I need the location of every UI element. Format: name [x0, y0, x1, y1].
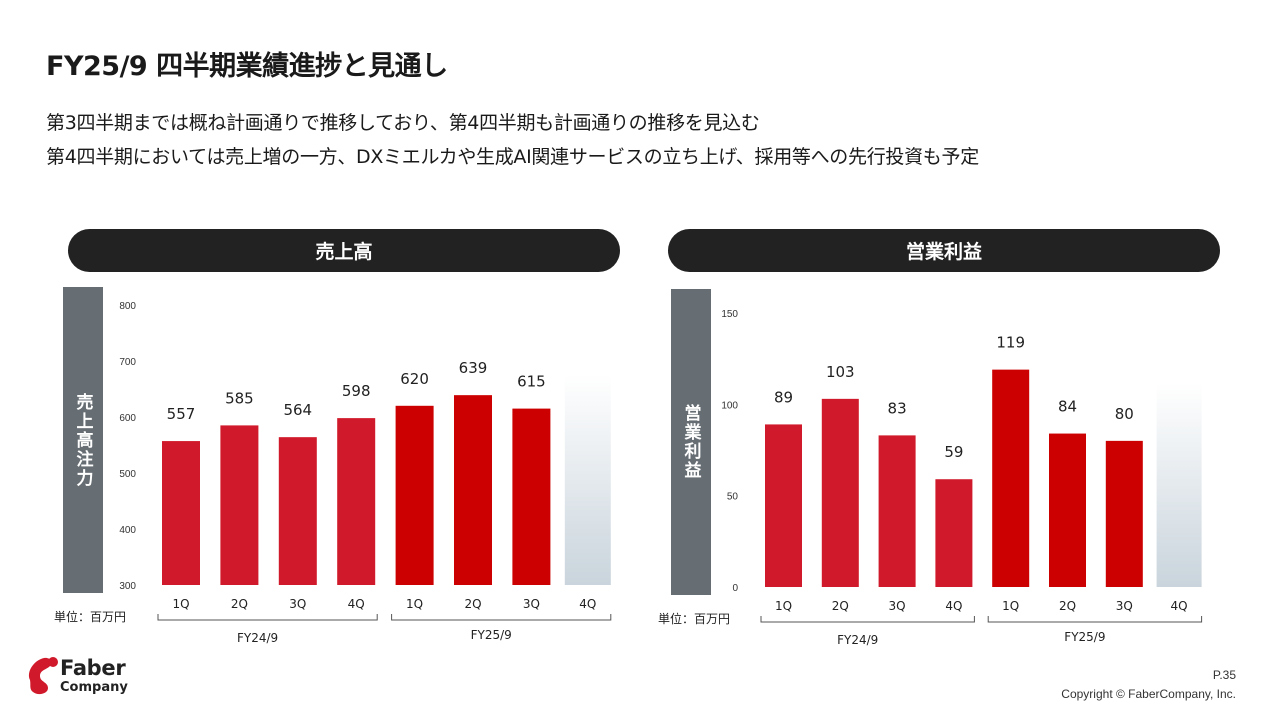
profit-data-label: 83	[888, 399, 907, 417]
profit-bar	[992, 369, 1030, 587]
profit-ytick-label: 50	[727, 492, 739, 503]
sales-category-label: 2Q	[464, 597, 481, 611]
sales-category-label: 4Q	[348, 597, 365, 611]
profit-group-bracket	[987, 616, 1203, 623]
profit-bar	[765, 424, 802, 587]
profit-chart: 0 50 100 150 89 1Q 103 2Q 83 3Q 59 4Q 119 1Q 84 2Q 80 3Q 4…	[721, 309, 1203, 647]
sales-category-label: 3Q	[289, 597, 306, 611]
profit-category-label: 3Q	[1116, 599, 1133, 613]
sales-bar	[337, 418, 376, 585]
page-number: P.35	[1212, 668, 1236, 682]
profit-chart-title: 営業利益	[668, 229, 1220, 272]
sales-group-bracket	[157, 614, 378, 621]
profit-bar	[821, 398, 859, 587]
sales-data-label: 598	[342, 382, 371, 400]
profit-category-label: 1Q	[1002, 599, 1019, 613]
sales-bar-forecast	[564, 375, 611, 585]
sales-data-label: 615	[517, 373, 546, 391]
profit-data-label: 84	[1058, 398, 1077, 416]
sales-bar	[278, 437, 317, 585]
logo-text-company: Company	[60, 680, 128, 695]
sales-group-label: FY25/9	[471, 628, 512, 642]
sales-category-label: 2Q	[231, 597, 248, 611]
sales-ytick-label: 700	[119, 357, 136, 368]
faber-logo-icon	[28, 657, 58, 695]
profit-category-label: 4Q	[945, 599, 962, 613]
lead-text-2: 第4四半期においては売上増の一方、DXミエルカや生成AI関連サービスの立ち上げ、…	[46, 146, 979, 168]
sales-category-label: 1Q	[406, 597, 423, 611]
lead-text-1: 第3四半期までは概ね計画通りで推移しており、第4四半期も計画通りの推移を見込む	[46, 112, 760, 134]
sales-data-label: 564	[283, 401, 312, 419]
sales-ytick-label: 400	[119, 525, 136, 536]
logo-text-faber: Faber	[60, 656, 126, 680]
sales-category-label: 3Q	[523, 597, 540, 611]
profit-category-label: 4Q	[1171, 599, 1188, 613]
profit-data-label: 119	[996, 334, 1025, 352]
profit-category-label: 2Q	[1059, 599, 1076, 613]
profit-group-label: FY25/9	[1064, 630, 1105, 644]
sales-data-label: 585	[225, 389, 254, 407]
sales-category-label: 4Q	[579, 597, 596, 611]
profit-group-label: FY24/9	[837, 633, 878, 647]
sales-side-label: 売上高注力	[63, 287, 103, 593]
sales-ytick-label: 300	[119, 581, 136, 592]
sales-data-label: 557	[167, 405, 196, 423]
profit-bar-forecast	[1156, 383, 1202, 587]
profit-data-label: 59	[944, 443, 963, 461]
profit-bar	[1105, 440, 1143, 587]
profit-ytick-label: 0	[732, 583, 738, 594]
sales-category-label: 1Q	[172, 597, 189, 611]
profit-ytick-label: 150	[721, 309, 738, 320]
sales-ytick-label: 800	[119, 301, 136, 312]
sales-chart: 300 400 500 600 700 800 557 1Q 585 2Q 564 3Q 598 4Q 62…	[119, 301, 612, 645]
profit-data-label: 89	[774, 388, 793, 406]
profit-bar	[935, 479, 973, 587]
profit-side-label: 営業利益	[671, 289, 711, 595]
profit-bar	[1049, 433, 1086, 587]
sales-data-label: 639	[459, 359, 488, 377]
profit-data-label: 103	[826, 363, 855, 381]
profit-category-label: 2Q	[832, 599, 849, 613]
sales-ytick-label: 600	[119, 413, 136, 424]
sales-bar	[220, 425, 259, 585]
profit-group-bracket	[760, 616, 975, 623]
sales-group-bracket	[391, 614, 612, 621]
sales-group-label: FY24/9	[237, 631, 278, 645]
profit-category-label: 1Q	[775, 599, 792, 613]
copyright: Copyright © FaberCompany, Inc.	[1061, 687, 1236, 701]
page-title: FY25/9 四半期業績進捗と見通し	[46, 51, 448, 82]
sales-bar	[454, 395, 492, 585]
profit-category-label: 3Q	[889, 599, 906, 613]
profit-ytick-label: 100	[721, 400, 738, 411]
sales-unit-label: 単位：百万円	[54, 610, 127, 624]
sales-bar	[395, 405, 434, 585]
sales-data-label: 620	[400, 370, 429, 388]
profit-unit-label: 単位：百万円	[658, 612, 731, 626]
sales-chart-title: 売上高	[68, 229, 620, 272]
profit-bar	[878, 435, 916, 587]
sales-bar	[162, 441, 200, 585]
sales-bar	[512, 408, 551, 585]
sales-ytick-label: 500	[119, 469, 136, 480]
profit-data-label: 80	[1115, 405, 1134, 423]
